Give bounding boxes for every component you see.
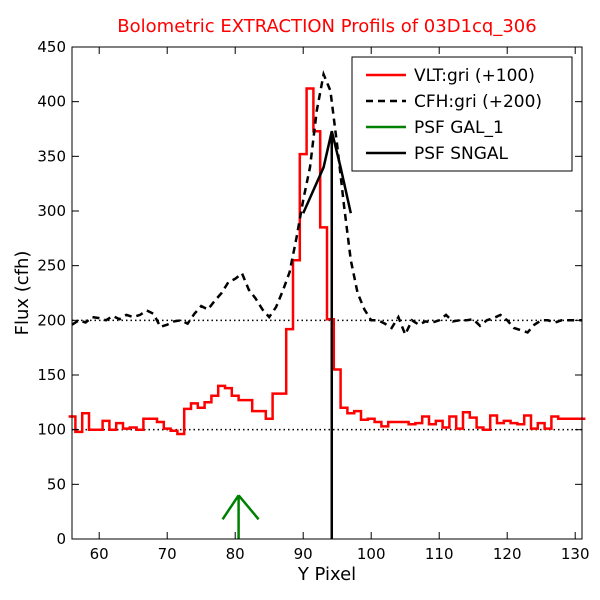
x-tick-label-3: 90 [294,545,313,563]
series-line-vlt [68,87,586,436]
y-tick-label-9: 450 [37,38,66,56]
y-tick-label-0: 0 [56,530,66,548]
x-tick-label-0: 60 [90,545,109,563]
x-tick-label-2: 80 [226,545,245,563]
chart-title: Bolometric EXTRACTION Profils of 03D1cq_… [117,16,536,37]
y-tick-label-4: 200 [37,311,66,329]
y-tick-label-3: 150 [37,366,66,384]
legend: VLT:gri (+100) CFH:gri (+200) PSF GAL_1 PSF… [351,56,573,172]
y-tick-label-5: 250 [37,257,66,275]
series-layer [68,69,586,539]
y-tick-label-1: 50 [47,475,66,493]
y-tick-label-7: 350 [37,147,66,165]
x-tick-label-7: 130 [561,545,590,563]
legend-label-2: PSF GAL_1 [414,118,504,138]
legend-label-1: CFH:gri (+200) [414,92,542,112]
y-axis: 0 50 100 150 200 250 300 350 400 450 [37,38,582,548]
y-tick-label-2: 100 [37,421,66,439]
x-tick-label-5: 110 [425,545,454,563]
legend-label-3: PSF SNGAL [414,144,509,164]
x-tick-label-6: 120 [493,545,522,563]
x-tick-label-1: 70 [158,545,177,563]
x-axis-label: Y Pixel [297,564,356,585]
psf-sngal-profile [302,130,353,539]
series-line-cfh [71,69,582,338]
y-tick-label-6: 300 [37,202,66,220]
plot-area-frame [71,46,583,540]
psf-gal-arrow [221,494,260,539]
x-axis: 60 70 80 90 100 110 120 130 [90,47,590,563]
y-axis-label: Flux (cfh) [12,251,33,336]
y-tick-label-8: 400 [37,93,66,111]
x-tick-label-4: 100 [357,545,386,563]
legend-label-0: VLT:gri (+100) [414,66,535,86]
